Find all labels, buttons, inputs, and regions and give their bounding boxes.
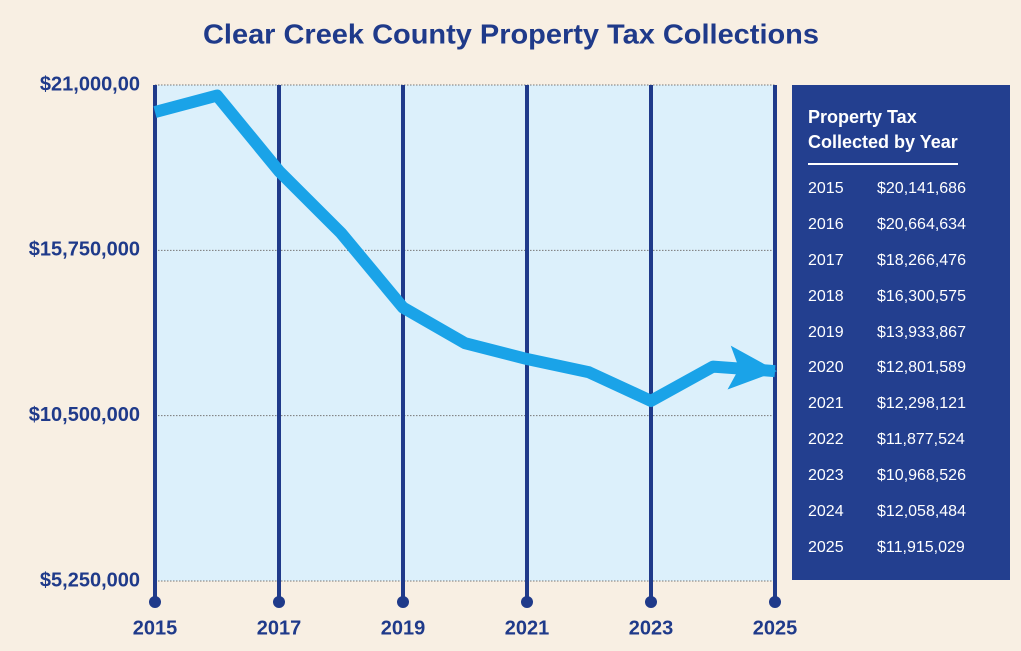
y-tick-label: $15,750,000 [29,239,140,261]
x-tick-dot [769,596,781,608]
x-tick-dot [521,596,533,608]
table-year: 2022 [808,431,844,449]
table-value: $10,968,526 [877,467,966,485]
table-row: 2021 $12,298,121 [808,386,992,422]
table-value: $18,266,476 [877,251,966,269]
table-year: 2020 [808,359,844,377]
table-row: 2016 $20,664,634 [808,207,992,243]
x-tick-dot [149,596,161,608]
y-tick-label: $21,000,00 [40,73,140,95]
table-row: 2018 $16,300,575 [808,279,992,315]
table-year: 2023 [808,467,844,485]
table-row: 2015 $20,141,686 [808,171,992,207]
chart-title: Clear Creek County Property Tax Collecti… [203,18,819,49]
x-tick-label: 2019 [381,617,426,639]
y-tick-label: $10,500,000 [29,404,140,426]
table-year: 2021 [808,395,844,413]
table-year: 2025 [808,538,844,556]
table-value: $12,058,484 [877,502,966,520]
x-tick-dot [397,596,409,608]
x-tick-label: 2023 [629,617,674,639]
table-row: 2025 $11,915,029 [808,530,992,566]
table-year: 2024 [808,502,844,520]
table-year: 2015 [808,179,844,197]
table-title: Property Tax Collected by Year [808,105,958,165]
table-year: 2018 [808,287,844,305]
table-value: $13,933,867 [877,323,966,341]
table-row: 2017 $18,266,476 [808,243,992,279]
arrow-head [727,345,777,390]
table-value: $12,298,121 [877,395,966,413]
x-tick-label: 2021 [505,617,550,639]
table-year: 2019 [808,323,844,341]
table-year: 2016 [808,215,844,233]
plot-area [155,85,775,581]
table-value: $20,664,634 [877,215,966,233]
table-value: $20,141,686 [877,179,966,197]
table-row: 2020 $12,801,589 [808,350,992,386]
x-tick-dot [645,596,657,608]
table-value: $12,801,589 [877,359,966,377]
table-value: $11,877,524 [877,431,965,449]
table-row: 2022 $11,877,524 [808,422,992,458]
table-value: $11,915,029 [877,538,965,556]
table-row: 2023 $10,968,526 [808,458,992,494]
table-row: 2024 $12,058,484 [808,494,992,530]
x-tick-dot [273,596,285,608]
x-tick-label: 2015 [133,617,178,639]
data-line [153,89,776,407]
table-row: 2019 $13,933,867 [808,315,992,351]
x-tick-label: 2025 [753,617,798,639]
table-year: 2017 [808,251,844,269]
y-tick-label: $5,250,000 [40,569,140,591]
x-tick-label: 2017 [257,617,302,639]
table-value: $16,300,575 [877,287,966,305]
data-table: Property Tax Collected by Year 2015 $20,1… [792,85,1010,580]
